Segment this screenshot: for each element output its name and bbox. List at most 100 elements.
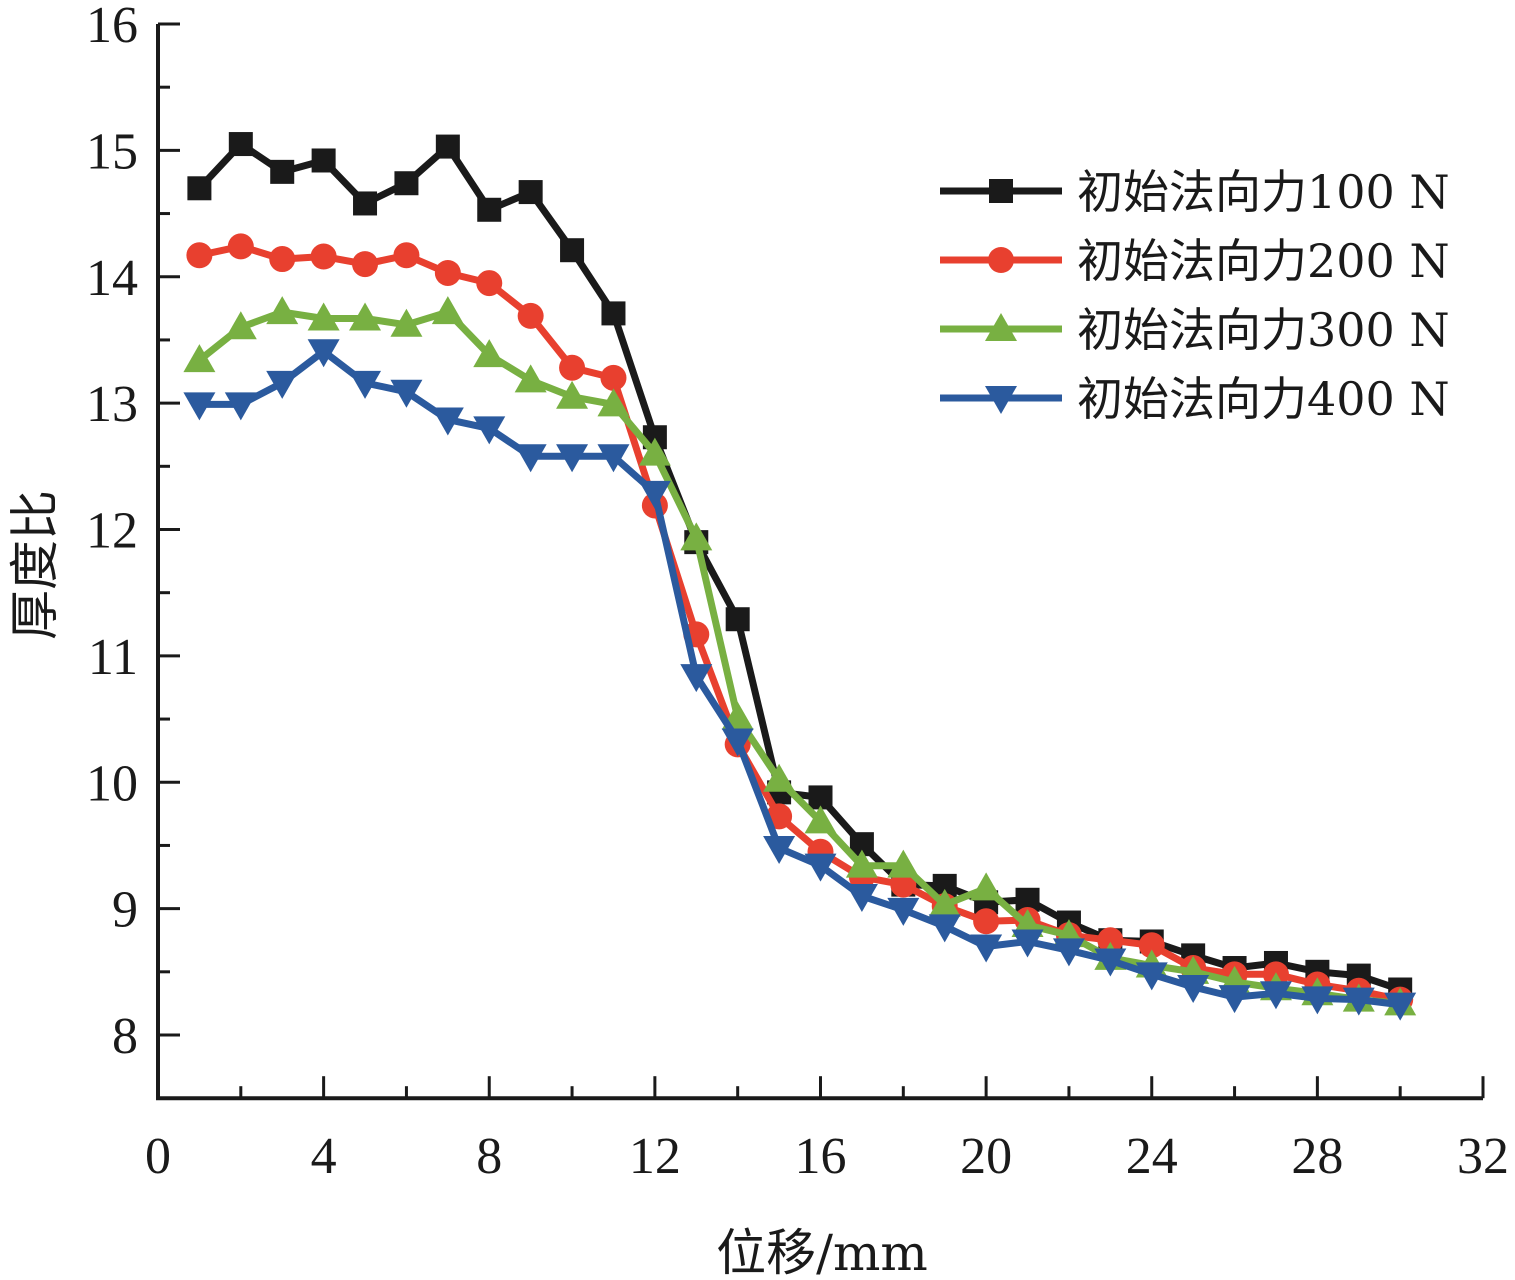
data-point — [393, 242, 420, 269]
x-tick-label: 4 — [311, 1128, 337, 1185]
legend-label: 初始法向力200 N — [1077, 234, 1450, 288]
data-point — [559, 354, 586, 381]
data-point — [431, 407, 464, 436]
data-point — [390, 379, 423, 408]
data-point — [311, 148, 336, 173]
legend-item: 初始法向力100 N — [940, 165, 1450, 219]
data-point — [970, 934, 1003, 963]
y-tick-label: 15 — [86, 123, 138, 180]
data-point — [680, 522, 713, 551]
data-point — [186, 242, 213, 269]
x-tick-label: 28 — [1291, 1128, 1343, 1185]
data-point — [600, 364, 627, 391]
data-point — [1052, 938, 1085, 967]
data-point — [477, 197, 502, 222]
data-point — [638, 437, 671, 466]
data-point — [763, 763, 796, 792]
data-point — [1094, 948, 1127, 977]
data-point — [890, 871, 917, 898]
legend-item: 初始法向力300 N — [940, 303, 1450, 357]
data-point — [887, 897, 920, 926]
y-tick-label: 12 — [86, 503, 138, 560]
y-axis-title: 厚度比 — [6, 490, 64, 640]
data-point — [970, 872, 1003, 901]
data-point — [310, 243, 337, 270]
data-point — [725, 607, 750, 632]
data-point — [763, 835, 796, 864]
data-point — [1342, 987, 1375, 1016]
legend-label: 初始法向力400 N — [1077, 372, 1450, 426]
data-point — [390, 308, 423, 337]
data-point — [183, 392, 216, 421]
data-point — [556, 380, 589, 409]
data-point — [307, 302, 340, 331]
data-point — [845, 883, 878, 912]
axes: 8 9 10 11 12 13 14 15 16 0 4 8 12 16 20 24 28 32 — [86, 0, 1509, 1185]
data-point — [928, 888, 961, 917]
data-point — [560, 238, 585, 263]
data-point — [394, 171, 419, 196]
data-point — [187, 176, 212, 201]
data-point — [845, 849, 878, 878]
data-point — [1218, 985, 1251, 1014]
data-point — [1259, 981, 1292, 1010]
data-point — [352, 251, 379, 278]
legend-marker — [985, 386, 1017, 414]
x-axis-title: 位移/mm — [716, 1224, 928, 1280]
data-point — [473, 339, 506, 368]
x-tick-label: 0 — [145, 1128, 171, 1185]
data-point — [804, 853, 837, 882]
data-point — [1301, 986, 1334, 1015]
data-point — [601, 301, 626, 326]
data-point — [269, 246, 296, 273]
data-point — [928, 914, 961, 943]
data-point — [514, 444, 547, 473]
data-point — [1138, 932, 1165, 959]
series-4 — [183, 339, 1417, 1021]
data-point — [887, 849, 920, 878]
series-line — [198, 242, 1401, 1004]
series-layer — [183, 132, 1417, 1021]
legend-marker — [988, 247, 1014, 273]
data-point — [638, 480, 671, 509]
y-tick-label: 14 — [86, 250, 138, 307]
y-tick-label: 8 — [112, 1008, 138, 1065]
data-point — [1011, 929, 1044, 958]
data-point — [434, 259, 461, 286]
data-point — [808, 785, 833, 810]
x-tick-label: 8 — [476, 1128, 502, 1185]
data-point — [721, 728, 754, 757]
data-point — [224, 311, 257, 340]
legend-label: 初始法向力100 N — [1077, 165, 1450, 219]
x-tick-label: 20 — [960, 1128, 1012, 1185]
data-point — [476, 270, 503, 297]
legend: 初始法向力100 N 初始法向力200 N 初始法向力300 N 初始法向力400 N — [940, 165, 1450, 426]
data-point — [597, 388, 630, 417]
y-tick-label: 10 — [86, 755, 138, 812]
data-point — [973, 908, 1000, 935]
legend-item: 初始法向力200 N — [940, 234, 1450, 288]
data-point — [1384, 992, 1417, 1021]
data-point — [556, 444, 589, 473]
data-point — [435, 134, 460, 159]
data-point — [431, 296, 464, 325]
legend-label: 初始法向力300 N — [1077, 303, 1450, 357]
data-point — [1177, 974, 1210, 1003]
x-tick-label: 12 — [629, 1128, 681, 1185]
data-point — [227, 233, 254, 260]
x-tick-label: 24 — [1126, 1128, 1178, 1185]
data-point — [224, 392, 257, 421]
x-tick-label: 32 — [1457, 1128, 1509, 1185]
data-point — [228, 132, 253, 157]
data-point — [270, 159, 295, 184]
data-point — [518, 180, 543, 205]
data-point — [514, 364, 547, 393]
data-point — [307, 339, 340, 368]
data-point — [1097, 927, 1124, 954]
data-point — [517, 302, 544, 329]
y-tick-label: 13 — [86, 376, 138, 433]
y-tick-label: 16 — [86, 0, 138, 54]
data-point — [349, 302, 382, 331]
data-point — [183, 344, 216, 373]
data-point — [349, 370, 382, 399]
